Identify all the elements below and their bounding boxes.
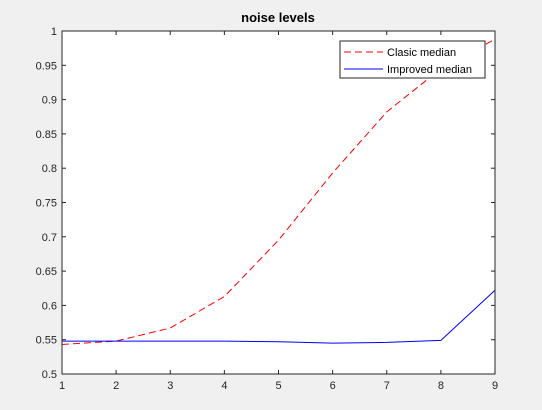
x-tick-label: 1	[59, 380, 65, 392]
x-tick-label: 8	[438, 380, 444, 392]
plot-area	[62, 31, 495, 374]
y-tick-label: 0.5	[42, 369, 57, 381]
x-tick-label: 7	[384, 380, 390, 392]
y-tick-label: 0.95	[36, 60, 57, 72]
y-tick-label: 0.9	[42, 95, 57, 107]
x-tick-label: 4	[221, 380, 227, 392]
x-tick-label: 5	[275, 380, 281, 392]
x-tick-label: 3	[167, 380, 173, 392]
chart-title: noise levels	[241, 10, 315, 25]
x-tick-label: 9	[492, 380, 498, 392]
legend: Clasic median Improved median	[340, 41, 485, 78]
y-tick-label: 0.65	[36, 266, 57, 278]
y-tick-label: 0.7	[42, 232, 57, 244]
y-tick-label: 1	[51, 26, 57, 38]
y-tick-label: 0.85	[36, 129, 57, 141]
y-tick-label: 0.6	[42, 300, 57, 312]
legend-label-improved: Improved median	[387, 64, 472, 76]
y-tick-label: 0.75	[36, 198, 57, 210]
x-tick-label: 6	[330, 380, 336, 392]
x-tick-label: 2	[113, 380, 119, 392]
y-tick-label: 0.55	[36, 335, 57, 347]
legend-label-clasic: Clasic median	[387, 47, 456, 59]
y-tick-label: 0.8	[42, 163, 57, 175]
